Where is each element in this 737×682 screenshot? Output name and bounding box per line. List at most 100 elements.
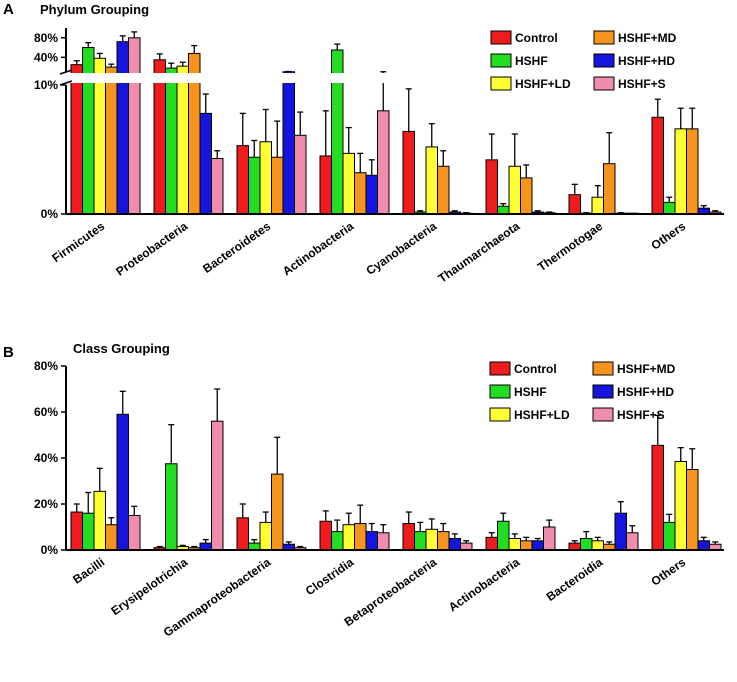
panel-a-legend-label-hshf: HSHF bbox=[515, 54, 548, 68]
panel-b-bar-clostridia-hshf-md bbox=[354, 523, 367, 551]
panel-b-category-label: Betaproteobacteria bbox=[342, 555, 440, 629]
panel-b-bar-erysipelotrichia-hshf bbox=[165, 463, 178, 551]
panel-b-legend-label-hshf-hd: HSHF+HD bbox=[617, 385, 674, 399]
panel-a-category-label: Firmicutes bbox=[49, 219, 107, 265]
panel-a-axis-break-gap bbox=[60, 73, 436, 83]
panel-b-legend-label-hshf: HSHF bbox=[514, 385, 547, 399]
panel-a-bar-proteobacteria-hshf-hd bbox=[199, 112, 212, 215]
panel-b-bar-clostridia-hshf-s bbox=[377, 532, 390, 551]
panel-a-y-tick-label: 0% bbox=[41, 207, 59, 221]
panel-b-bar-clostridia-hshf bbox=[331, 531, 344, 551]
panel-a-y-tick-label: 80% bbox=[34, 31, 58, 45]
panel-a-title: Phylum Grouping bbox=[40, 2, 149, 17]
panel-b-bar-betaproteobacteria-hshf-md bbox=[437, 531, 450, 551]
panel-a-bar-firmicutes-hshf-md bbox=[105, 66, 118, 215]
panel-a-bar-thaumarchaeota-hshf bbox=[497, 205, 510, 215]
panel-b-category-label: Actinobacteria bbox=[446, 555, 523, 614]
panel-a-bar-actinobacteria-hshf-s bbox=[377, 110, 390, 215]
panel-b-bar-betaproteobacteria-hshf-hd bbox=[448, 538, 461, 551]
panel-a-bar-bacteroidetes-hshf-s bbox=[294, 134, 307, 215]
panel-a-break-mark bbox=[59, 80, 73, 86]
panel-b-bar-bacteroidia-hshf-s bbox=[626, 532, 639, 551]
panel-a-bar-others-hshf-ld bbox=[674, 128, 687, 215]
panel-b-category-label: Others bbox=[648, 555, 688, 589]
panel-b-bar-others-control bbox=[651, 444, 664, 551]
panel-a-chart: 0% 10% 40% 80% Firmicutes Proteobacteria Bacte… bbox=[34, 28, 724, 286]
panel-b-bar-actinobacteria-hshf-hd bbox=[531, 540, 544, 551]
panel-a-letter: A bbox=[3, 1, 14, 18]
panel-b-legend-swatch-hshf-hd bbox=[592, 384, 614, 399]
panel-a-bar-thermotogae-hshf-ld bbox=[591, 196, 604, 215]
panel-b-y-tick-label: 40% bbox=[34, 451, 58, 465]
panel-b-legend-label-hshf-md: HSHF+MD bbox=[617, 362, 676, 376]
panel-b-bar-bacteroidia-control bbox=[568, 542, 581, 551]
panel-b-bar-bacteroidia-hshf bbox=[580, 538, 593, 551]
panel-a-legend-label-hshf-ld: HSHF+LD bbox=[515, 77, 571, 91]
panel-a-bar-bacteroidetes-hshf-hd bbox=[282, 71, 295, 215]
panel-b-legend-swatch-hshf-md bbox=[592, 361, 614, 376]
panel-b-bar-actinobacteria-hshf bbox=[497, 520, 510, 551]
panel-a-category-label: Proteobacteria bbox=[113, 219, 190, 279]
panel-a-bar-thaumarchaeota-hshf-md bbox=[520, 177, 533, 215]
panel-b-bar-betaproteobacteria-hshf-s bbox=[460, 542, 473, 551]
panel-b-legend-swatch-control bbox=[489, 361, 511, 376]
panel-b-y-tick-label: 60% bbox=[34, 405, 58, 419]
panel-a-legend-label-hshf-md: HSHF+MD bbox=[618, 31, 677, 45]
panel-a-bar-bacteroidetes-hshf-md bbox=[271, 156, 284, 215]
panel-b-bar-clostridia-hshf-ld bbox=[342, 524, 355, 551]
panel-a-bar-proteobacteria-hshf-ld bbox=[176, 65, 189, 215]
panel-b-bar-bacilli-hshf-hd bbox=[116, 413, 129, 551]
panel-b-bar-bacteroidia-hshf-ld bbox=[591, 540, 604, 551]
panel-a-legend-swatch-hshf-md bbox=[593, 30, 615, 45]
panel-b-y-tick-label: 80% bbox=[34, 359, 58, 373]
panel-a-bar-bacteroidetes-control bbox=[236, 145, 249, 215]
panel-a-category-label: Others bbox=[648, 219, 688, 253]
panel-a-bar-cyanobacteria-hshf-md bbox=[437, 165, 450, 215]
panel-a-bar-proteobacteria-hshf bbox=[165, 67, 178, 215]
panel-b-bar-betaproteobacteria-hshf bbox=[414, 531, 427, 551]
panel-b-legend-label-hshf-ld: HSHF+LD bbox=[514, 408, 570, 422]
panel-b-legend-swatch-hshf bbox=[489, 384, 511, 399]
panel-b-bar-actinobacteria-control bbox=[485, 536, 498, 551]
panel-b-bar-bacilli-hshf bbox=[82, 512, 95, 551]
panel-b-legend-label-hshf-s: HSHF+S bbox=[617, 408, 665, 422]
panel-b-y-tick-label: 0% bbox=[41, 543, 59, 557]
panel-b-bar-betaproteobacteria-control bbox=[402, 523, 415, 551]
panel-b-bar-bacilli-hshf-s bbox=[128, 515, 141, 551]
panel-b-bar-clostridia-hshf-hd bbox=[365, 531, 378, 551]
panel-a-bar-actinobacteria-hshf-md bbox=[354, 172, 367, 215]
panel-a-bar-others-control bbox=[651, 116, 664, 215]
panel-a-legend-label-hshf-hd: HSHF+HD bbox=[618, 54, 675, 68]
panel-a-legend-swatch-hshf-hd bbox=[593, 53, 615, 68]
panel-a-bar-thermotogae-control bbox=[568, 194, 581, 215]
panel-b-bar-bacteroidia-hshf-hd bbox=[614, 512, 627, 551]
panel-a-legend-label-control: Control bbox=[515, 31, 558, 45]
panel-b-chart: 0%20%40%60%80%Bacilli ErysipelotrichiaGam… bbox=[34, 359, 724, 640]
panel-a-y-tick-label: 40% bbox=[34, 50, 58, 64]
panel-b-legend-swatch-hshf-s bbox=[592, 407, 614, 422]
panel-a-bar-actinobacteria-hshf-ld bbox=[342, 152, 355, 215]
panel-b-bar-gammaproteobacteria-control bbox=[236, 517, 249, 551]
panel-b-letter: B bbox=[3, 344, 14, 361]
panel-a-bar-firmicutes-hshf-hd bbox=[116, 41, 129, 215]
panel-b-bar-others-hshf-hd bbox=[697, 540, 710, 551]
panel-a-bar-bacteroidetes-hshf-ld bbox=[259, 141, 272, 215]
panel-b-bar-gammaproteobacteria-hshf bbox=[248, 542, 261, 551]
panel-b-bar-bacilli-hshf-ld bbox=[93, 490, 106, 551]
panel-a-legend-swatch-hshf bbox=[490, 53, 512, 68]
panel-b-bar-gammaproteobacteria-hshf-md bbox=[271, 473, 284, 551]
panel-a-category-label: Thermotogae bbox=[535, 219, 606, 274]
panel-b-legend-swatch-hshf-ld bbox=[489, 407, 511, 422]
panel-a-bar-actinobacteria-control bbox=[319, 155, 332, 215]
panel-a-bar-cyanobacteria-hshf-ld bbox=[425, 146, 438, 215]
panel-b-y-tick-label: 20% bbox=[34, 497, 58, 511]
panel-b-bar-others-hshf-md bbox=[686, 469, 699, 551]
panel-b-title: Class Grouping bbox=[73, 341, 170, 356]
panel-a-bar-proteobacteria-hshf-s bbox=[211, 158, 224, 215]
panel-b-bar-actinobacteria-hshf-s bbox=[543, 526, 556, 551]
panel-a-break-mark bbox=[59, 69, 73, 75]
panel-b-category-label: Clostridia bbox=[303, 555, 357, 598]
panel-a-y-tick-label: 10% bbox=[34, 78, 58, 92]
